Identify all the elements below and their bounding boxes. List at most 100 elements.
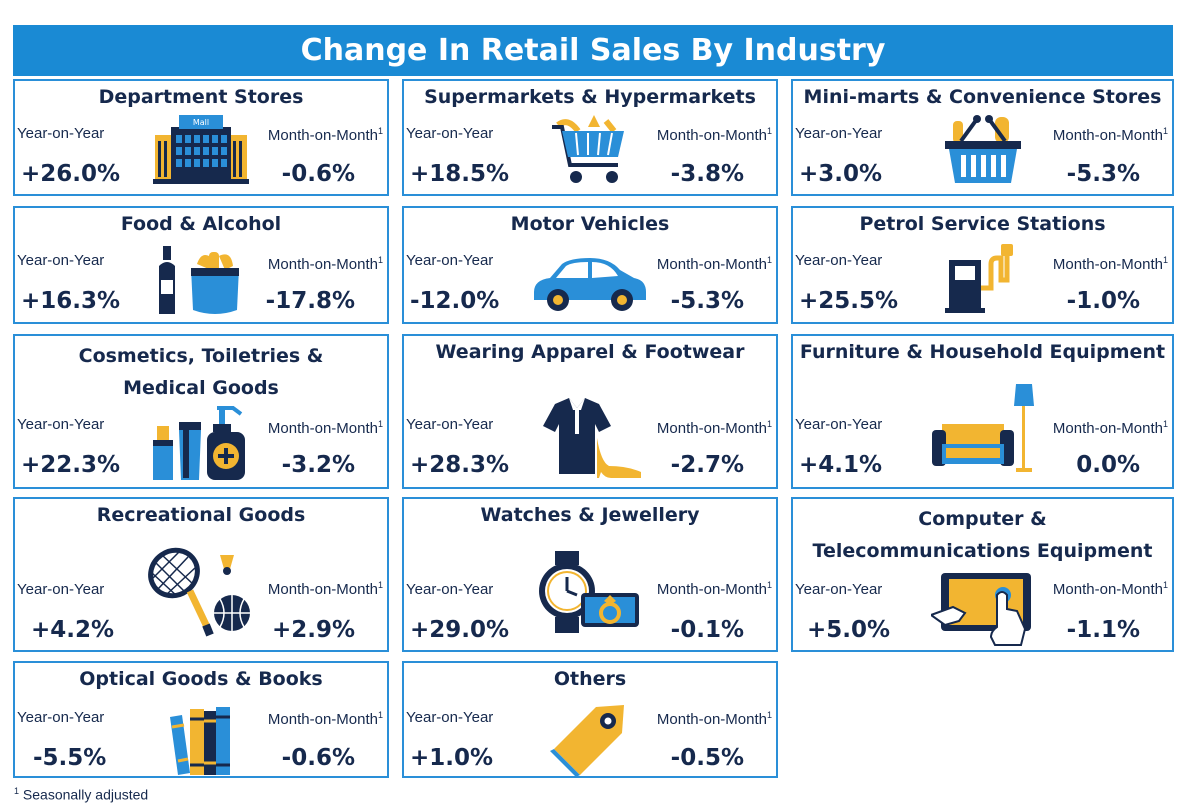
card-title: Others xyxy=(553,668,627,690)
mom-value: -3.8% xyxy=(670,161,744,187)
card-supermarkets: Supermarkets & Hypermarkets Year-on-Year… xyxy=(402,79,778,196)
watch-ring-icon xyxy=(539,551,639,633)
mom-label: Month-on-Month1 xyxy=(267,126,383,145)
yoy-value: +4.2% xyxy=(31,617,115,643)
mom-value: -5.3% xyxy=(1066,161,1140,187)
yoy-value: +26.0% xyxy=(21,161,121,187)
page-title: Change In Retail Sales By Industry xyxy=(13,25,1173,76)
mall-icon: Mall xyxy=(153,115,249,184)
yoy-value: +16.3% xyxy=(21,288,121,314)
shopping-cart-icon xyxy=(552,115,624,183)
yoy-label: Year-on-Year xyxy=(17,252,105,269)
card-title: Mini-marts & Convenience Stores xyxy=(803,86,1162,108)
card-food-alcohol: Food & Alcohol Year-on-Year Month-on-Mon… xyxy=(13,206,389,324)
card-title: Computer & Telecommunications Equipment xyxy=(812,508,1153,562)
card-cosmetics: Cosmetics, Toiletries & Medical Goods Yea… xyxy=(13,334,389,489)
mom-label: Month-on-Month1 xyxy=(1052,126,1168,145)
card-title: Department Stores xyxy=(98,86,304,108)
mom-label: Month-on-Month1 xyxy=(1052,255,1168,274)
shopping-basket-icon xyxy=(944,115,1021,183)
mom-value: -2.7% xyxy=(670,452,744,478)
card-title: Motor Vehicles xyxy=(510,213,670,235)
car-icon xyxy=(534,258,646,311)
yoy-label: Year-on-Year xyxy=(795,416,883,433)
card-title: Optical Goods & Books xyxy=(79,668,323,690)
mom-label: Month-on-Month1 xyxy=(267,580,383,599)
yoy-label: Year-on-Year xyxy=(17,125,105,142)
sports-icon xyxy=(148,547,250,637)
card-apparel: Wearing Apparel & Footwear Year-on-Year … xyxy=(402,334,778,489)
footnote: 1 Seasonally adjusted xyxy=(14,786,149,803)
mom-value: 0.0% xyxy=(1076,452,1140,478)
card-optical-books: Optical Goods & Books Year-on-Year Month… xyxy=(13,661,389,778)
card-computer-telecom: Computer & Telecommunications Equipment Y… xyxy=(791,497,1174,652)
fuel-pump-icon xyxy=(944,244,1013,313)
yoy-value: -12.0% xyxy=(410,288,500,314)
yoy-label: Year-on-Year xyxy=(406,416,494,433)
yoy-label: Year-on-Year xyxy=(17,581,105,598)
card-title: Furniture & Household Equipment xyxy=(799,341,1166,363)
mom-value: -17.8% xyxy=(265,288,355,314)
mom-label: Month-on-Month1 xyxy=(267,710,383,729)
apparel-icon xyxy=(543,398,641,478)
yoy-value: +25.5% xyxy=(799,288,899,314)
mom-label: Month-on-Month1 xyxy=(656,255,772,274)
mom-value: -0.6% xyxy=(281,745,355,771)
yoy-value: +29.0% xyxy=(410,617,510,643)
yoy-value: -5.5% xyxy=(33,745,107,771)
mom-value: -0.6% xyxy=(281,161,355,187)
yoy-value: +3.0% xyxy=(799,161,883,187)
yoy-label: Year-on-Year xyxy=(17,709,105,726)
card-motor-vehicles: Motor Vehicles Year-on-Year Month-on-Mon… xyxy=(402,206,778,324)
card-title: Food & Alcohol xyxy=(120,213,282,235)
sofa-lamp-icon xyxy=(931,384,1034,472)
yoy-value: +1.0% xyxy=(410,745,494,771)
books-icon xyxy=(170,707,230,775)
mom-value: -3.2% xyxy=(281,452,355,478)
cosmetics-icon xyxy=(153,406,245,480)
svg-text:Mall: Mall xyxy=(193,118,209,127)
mom-label: Month-on-Month1 xyxy=(1052,580,1168,599)
mom-value: -1.0% xyxy=(1066,288,1140,314)
card-title: Watches & Jewellery xyxy=(480,504,700,526)
card-minimarts: Mini-marts & Convenience Stores Year-on-… xyxy=(791,79,1174,196)
mom-value: -1.1% xyxy=(1066,617,1140,643)
mom-value: -0.5% xyxy=(670,745,744,771)
mom-label: Month-on-Month1 xyxy=(656,126,772,145)
card-petrol-stations: Petrol Service Stations Year-on-Year Mon… xyxy=(791,206,1174,324)
yoy-label: Year-on-Year xyxy=(406,709,494,726)
card-watches-jewellery: Watches & Jewellery Year-on-Year Month-o… xyxy=(402,497,778,652)
card-title: Cosmetics, Toiletries & Medical Goods xyxy=(78,345,324,399)
yoy-label: Year-on-Year xyxy=(795,252,883,269)
yoy-value: +28.3% xyxy=(410,452,510,478)
yoy-label: Year-on-Year xyxy=(795,581,883,598)
mom-value: +2.9% xyxy=(271,617,355,643)
card-furniture: Furniture & Household Equipment Year-on-… xyxy=(791,334,1174,489)
card-title: Petrol Service Stations xyxy=(859,213,1106,235)
card-others: Others Year-on-Year Month-on-Month1 +1.0… xyxy=(402,661,778,778)
card-title: Wearing Apparel & Footwear xyxy=(435,341,745,363)
food-alcohol-icon xyxy=(159,246,239,314)
card-title: Supermarkets & Hypermarkets xyxy=(424,86,756,108)
yoy-value: +5.0% xyxy=(807,617,891,643)
mom-label: Month-on-Month1 xyxy=(656,419,772,438)
card-title: Recreational Goods xyxy=(96,504,306,526)
price-tag-icon xyxy=(550,705,624,777)
yoy-label: Year-on-Year xyxy=(17,416,105,433)
mom-value: -0.1% xyxy=(670,617,744,643)
yoy-label: Year-on-Year xyxy=(406,581,494,598)
mom-label: Month-on-Month1 xyxy=(267,255,383,274)
yoy-value: +18.5% xyxy=(410,161,510,187)
mom-label: Month-on-Month1 xyxy=(1052,419,1168,438)
card-recreational: Recreational Goods Year-on-Year Month-on… xyxy=(13,497,389,652)
mom-value: -5.3% xyxy=(670,288,744,314)
yoy-label: Year-on-Year xyxy=(406,252,494,269)
mom-label: Month-on-Month1 xyxy=(656,580,772,599)
yoy-label: Year-on-Year xyxy=(795,125,883,142)
mom-label: Month-on-Month1 xyxy=(267,419,383,438)
yoy-value: +22.3% xyxy=(21,452,121,478)
yoy-value: +4.1% xyxy=(799,452,883,478)
yoy-label: Year-on-Year xyxy=(406,125,494,142)
card-department-stores: Department Stores Year-on-Year Month-on-… xyxy=(13,79,389,196)
tablet-icon xyxy=(930,573,1031,646)
